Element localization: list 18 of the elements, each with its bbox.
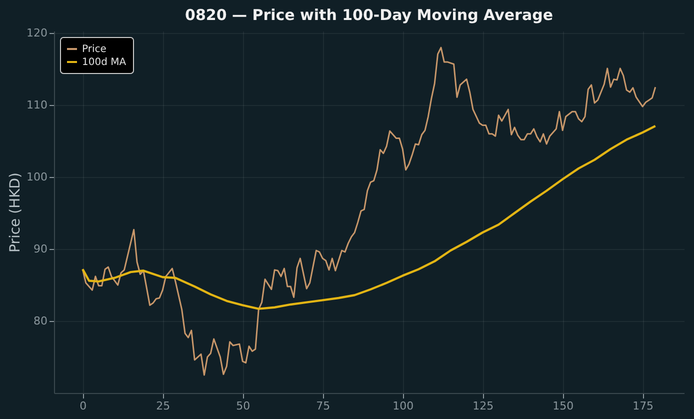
- legend-label: 100d MA: [82, 57, 126, 68]
- x-tick-label: 50: [236, 400, 250, 412]
- x-tick-label: 125: [472, 400, 494, 412]
- y-axis-title: Price (HKD): [8, 172, 24, 253]
- y-tick-label: 110: [26, 98, 48, 112]
- line-series: [82, 124, 656, 310]
- x-tick-label: 150: [552, 400, 574, 412]
- x-tick-label: 0: [80, 400, 87, 412]
- x-tick-label: 100: [392, 400, 414, 412]
- y-tick-label: 120: [26, 26, 48, 40]
- x-tick-label: 175: [632, 400, 654, 412]
- y-tick-label: 100: [26, 170, 48, 184]
- chart-title: 0820 — Price with 100-Day Moving Average: [185, 6, 553, 24]
- x-tick-label: 25: [156, 400, 170, 412]
- legend-label: Price: [82, 44, 106, 55]
- x-tick-label: 75: [316, 400, 330, 412]
- y-tick-label: 80: [34, 314, 48, 328]
- y-tick-label: 90: [34, 242, 48, 256]
